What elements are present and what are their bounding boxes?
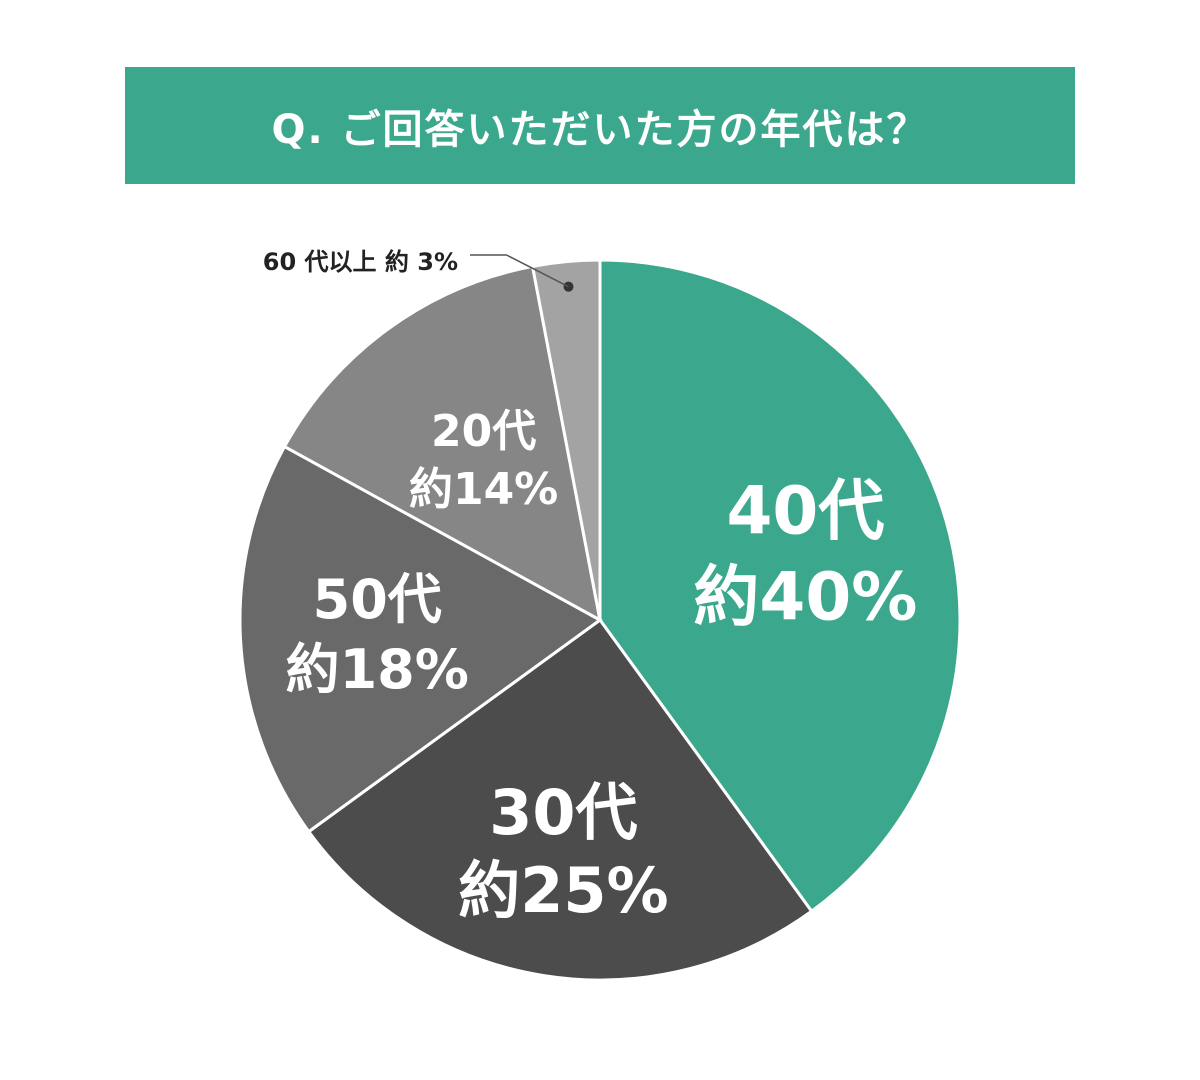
chart-title: Q. ご回答いただいた方の年代は？	[271, 106, 929, 153]
title-banner: Q. ご回答いただいた方の年代は？	[125, 67, 1075, 184]
slice-value-label: 約40%	[693, 558, 917, 635]
callout-line	[470, 254, 569, 288]
pie-slice-5	[530, 258, 602, 621]
pie-slice-4	[282, 264, 603, 623]
pie-slice-2	[306, 617, 814, 982]
slice-value-label: 約14%	[409, 464, 558, 515]
slice-category-label: 50代	[313, 568, 442, 631]
slice-category-label: 30代	[489, 776, 637, 849]
slice-value-label: 約18%	[286, 638, 469, 701]
pie-slice-1	[598, 258, 962, 914]
callout-label: 60 代以上 約 3%	[263, 248, 458, 276]
slice-value-label: 約25%	[458, 854, 668, 927]
slice-category-label: 40代	[726, 472, 884, 549]
pie-slice-3	[238, 444, 603, 834]
slice-category-label: 20代	[431, 406, 536, 457]
